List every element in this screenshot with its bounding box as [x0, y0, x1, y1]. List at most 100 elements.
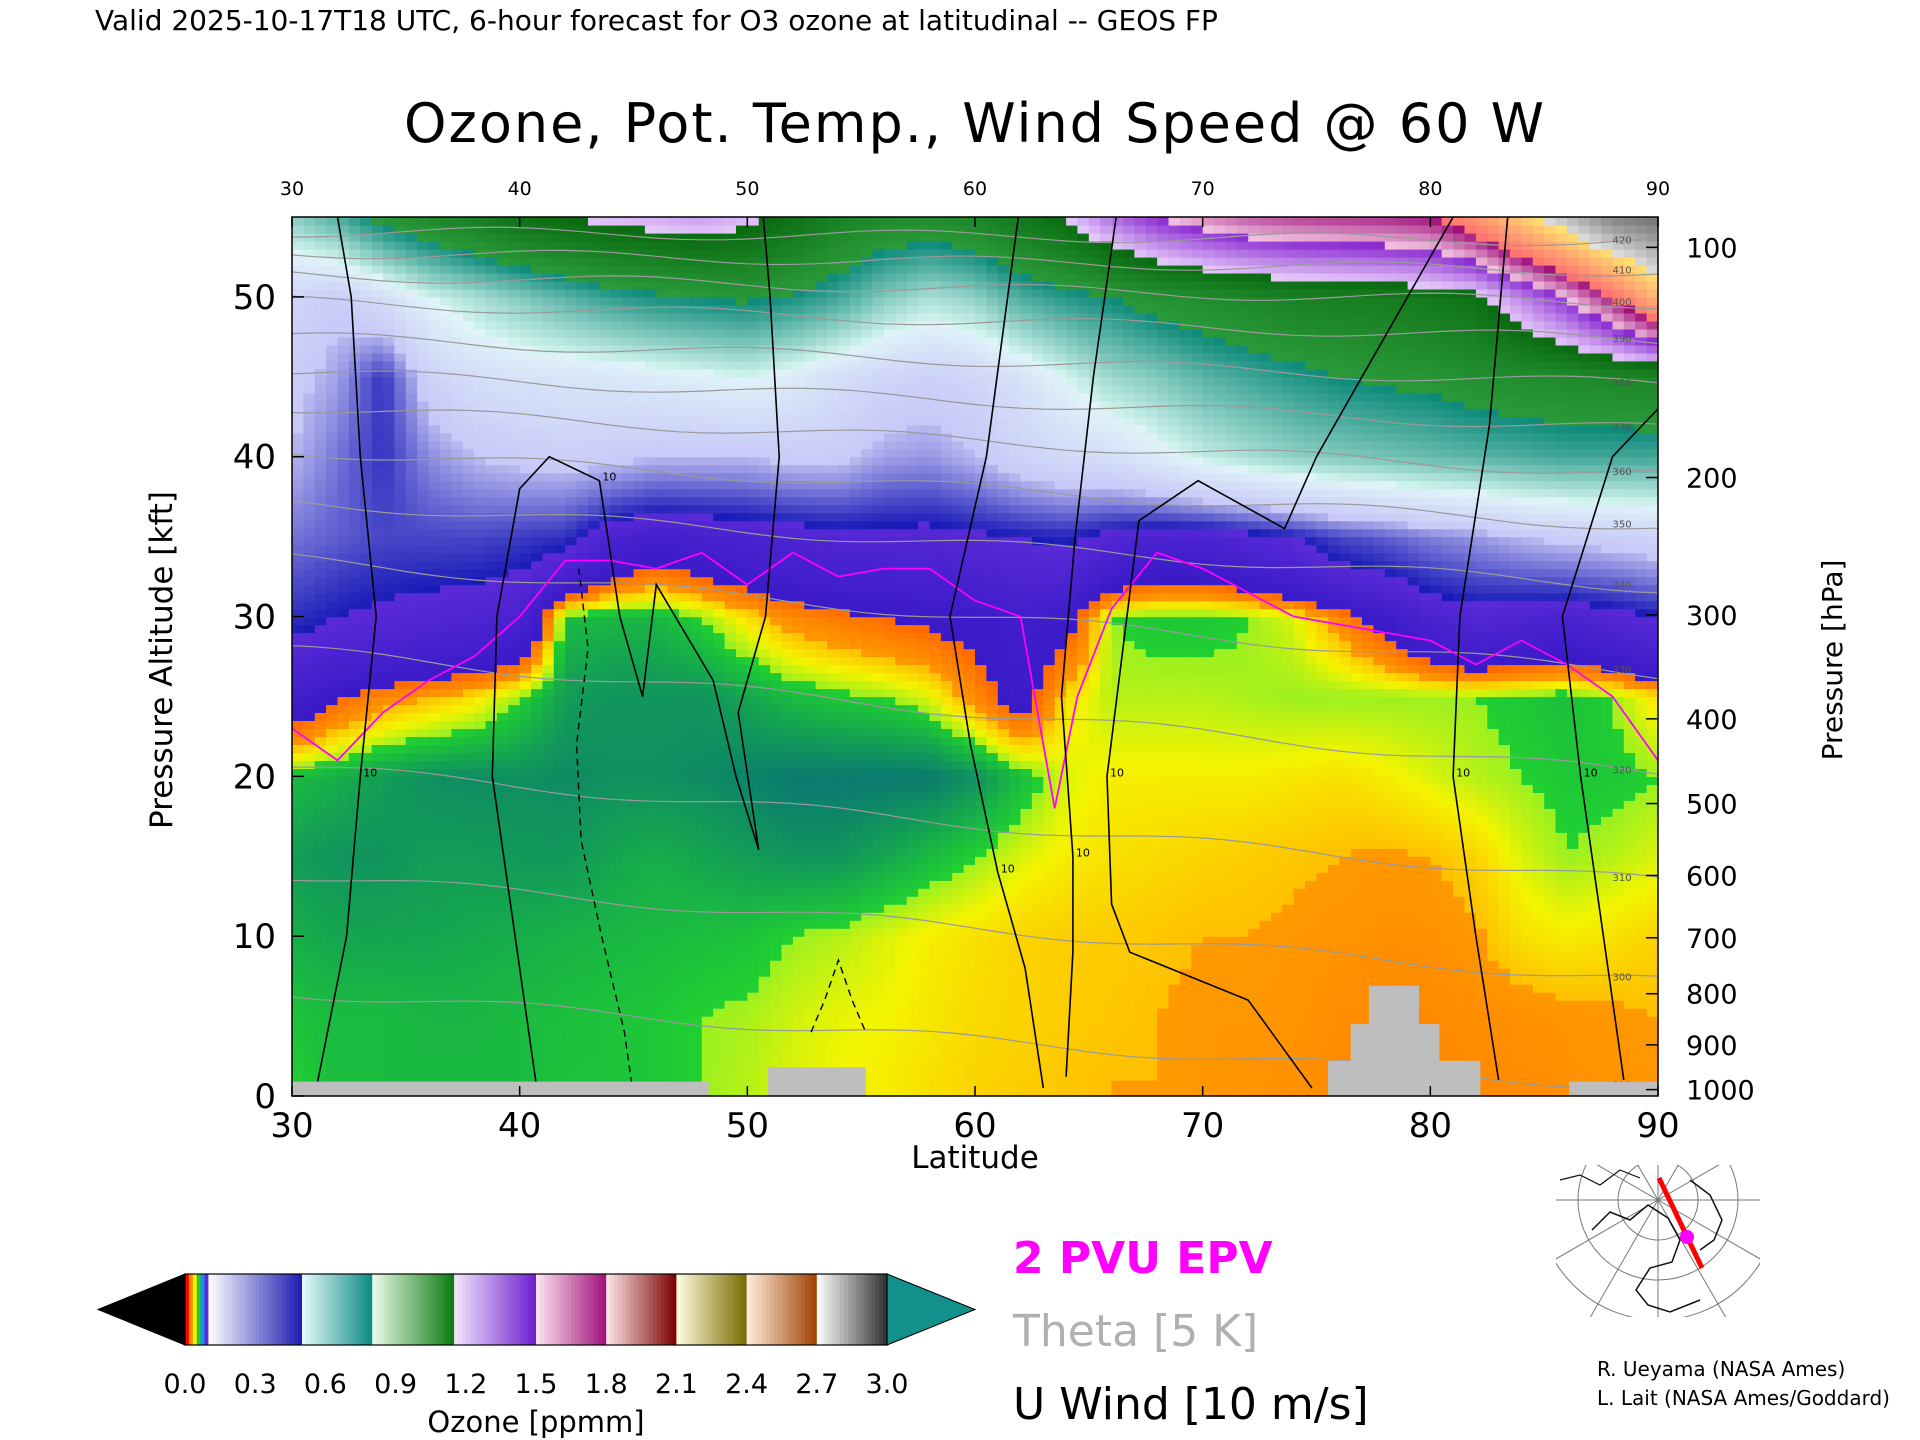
ozone-cell	[656, 432, 669, 442]
ozone-cell	[314, 1040, 327, 1049]
ozone-cell	[644, 576, 657, 586]
ozone-cell	[565, 217, 578, 226]
ozone-cell	[451, 968, 464, 977]
ozone-cell	[360, 1016, 373, 1025]
ozone-cell	[622, 504, 635, 514]
ozone-cell	[565, 344, 578, 354]
ozone-cell	[565, 872, 578, 881]
ozone-cell	[576, 360, 589, 370]
ozone-cell	[451, 552, 464, 562]
ozone-cell	[599, 576, 612, 586]
ozone-cell	[360, 257, 373, 266]
ozone-cell	[667, 912, 680, 921]
ozone-cell	[576, 824, 589, 833]
ozone-cell	[792, 856, 805, 865]
ozone-cell	[781, 568, 794, 578]
ozone-cell	[701, 544, 714, 554]
ozone-cell	[758, 1088, 771, 1096]
ozone-cell	[337, 664, 350, 674]
ozone-cell	[781, 912, 794, 921]
ozone-cell	[736, 864, 748, 873]
ozone-cell	[371, 504, 384, 514]
ozone-cell	[553, 560, 566, 570]
ozone-cell	[462, 344, 475, 354]
ozone-cell	[337, 984, 350, 993]
ozone-cell	[326, 1024, 339, 1033]
ozone-cell	[496, 680, 509, 690]
ozone-cell	[451, 688, 464, 698]
ozone-cell	[417, 584, 430, 594]
ozone-cell	[644, 664, 657, 674]
ozone-cell	[656, 576, 669, 586]
ozone-cell	[292, 1040, 304, 1049]
ozone-cell	[667, 760, 680, 769]
ozone-cell	[690, 672, 703, 682]
ozone-cell	[451, 912, 464, 921]
ozone-cell	[792, 416, 805, 426]
ozone-cell	[428, 936, 441, 945]
ozone-cell	[656, 912, 669, 921]
ozone-cell	[314, 728, 327, 737]
ozone-cell	[656, 968, 669, 977]
ozone-cell	[337, 264, 350, 274]
ozone-cell	[440, 648, 452, 658]
ozone-cell	[496, 504, 509, 514]
ozone-cell	[405, 896, 418, 905]
ozone-cell	[679, 304, 691, 314]
ozone-cell	[599, 944, 612, 953]
ozone-cell	[758, 624, 771, 634]
ozone-cell	[531, 408, 543, 418]
ozone-cell	[758, 1048, 771, 1057]
ozone-cell	[417, 704, 430, 713]
ozone-cell	[360, 632, 373, 642]
ozone-cell	[531, 760, 543, 769]
ozone-cell	[326, 912, 339, 921]
ozone-cell	[485, 856, 498, 865]
ozone-cell	[667, 632, 680, 642]
ozone-cell	[519, 720, 532, 729]
ozone-cell	[781, 944, 794, 953]
ozone-cell	[474, 584, 487, 594]
ozone-cell	[542, 296, 555, 306]
ozone-cell	[440, 776, 452, 785]
ozone-cell	[542, 448, 555, 458]
ozone-cell	[610, 257, 623, 266]
ozone-cell	[417, 824, 430, 833]
ozone-cell	[553, 632, 566, 642]
ozone-cell	[565, 624, 578, 634]
ozone-cell	[496, 1000, 509, 1009]
ozone-cell	[394, 736, 407, 745]
ozone-cell	[599, 672, 612, 682]
ozone-cell	[314, 928, 327, 937]
ozone-cell	[588, 632, 600, 642]
ozone-cell	[758, 824, 771, 833]
ozone-cell	[792, 704, 805, 713]
ozone-cell	[326, 376, 339, 386]
ozone-cell	[770, 800, 783, 809]
ozone-cell	[633, 512, 646, 522]
ozone-cell	[496, 512, 509, 522]
ozone-cell	[496, 568, 509, 578]
ozone-cell	[394, 776, 407, 785]
ozone-cell	[713, 928, 726, 937]
ozone-cell	[508, 368, 521, 378]
ozone-cell	[758, 448, 771, 458]
ozone-cell	[474, 328, 487, 338]
ozone-cell	[781, 744, 794, 753]
ozone-cell	[542, 1032, 555, 1041]
ozone-cell	[394, 616, 407, 626]
ozone-cell	[804, 840, 817, 849]
ozone-cell	[292, 472, 304, 482]
ozone-cell	[804, 784, 817, 793]
ozone-cell	[326, 992, 339, 1001]
ozone-cell	[565, 800, 578, 809]
ozone-cell	[565, 960, 578, 969]
ozone-cell	[553, 233, 566, 242]
ozone-cell	[747, 776, 760, 785]
ozone-cell	[565, 920, 578, 929]
ozone-cell	[565, 968, 578, 977]
ozone-cell	[405, 752, 418, 761]
ozone-cell	[394, 880, 407, 889]
ozone-cell	[292, 257, 304, 266]
ozone-cell	[610, 728, 623, 737]
